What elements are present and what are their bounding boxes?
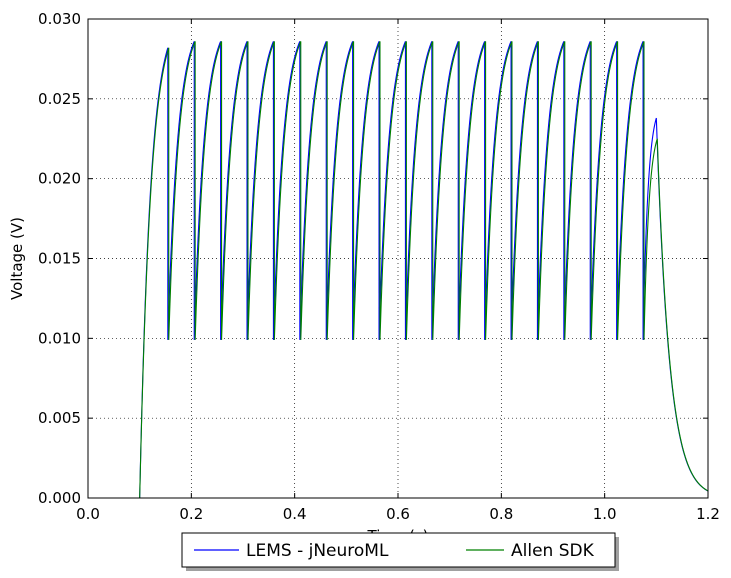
x-tick-label: 1.0 [593, 505, 617, 523]
plot-lines [88, 41, 709, 499]
y-tick-label: 0.010 [38, 329, 81, 347]
grid-lines [88, 19, 708, 498]
legend-box [181, 532, 616, 568]
y-tick-label: 0.000 [38, 489, 81, 507]
x-tick-label: 0.4 [283, 505, 307, 523]
axis-ticks: 0.0 0.2 0.4 0.6 0.8 1.0 1.2 0.000 0.005 0.010 0.01… [38, 10, 720, 523]
series-line-1 [88, 41, 709, 499]
x-tick-label: 0.2 [179, 505, 203, 523]
x-tick-label: 0.0 [76, 505, 100, 523]
y-tick-label: 0.020 [38, 170, 81, 188]
y-tick-label: 0.005 [38, 409, 81, 427]
y-tick-label: 0.030 [38, 10, 81, 28]
series-line-0 [88, 41, 709, 499]
y-tick-label: 0.015 [38, 250, 81, 268]
x-tick-label: 0.8 [489, 505, 513, 523]
y-axis-title: Voltage (V) [8, 217, 26, 300]
legend-label-lems: LEMS - jNeuroML [246, 541, 389, 561]
legend-label-allen: Allen SDK [511, 541, 595, 561]
x-tick-label: 0.6 [386, 505, 410, 523]
x-tick-label: 1.2 [696, 505, 720, 523]
legend: LEMS - jNeuroML Allen SDK [181, 532, 619, 571]
y-tick-label: 0.025 [38, 90, 81, 108]
